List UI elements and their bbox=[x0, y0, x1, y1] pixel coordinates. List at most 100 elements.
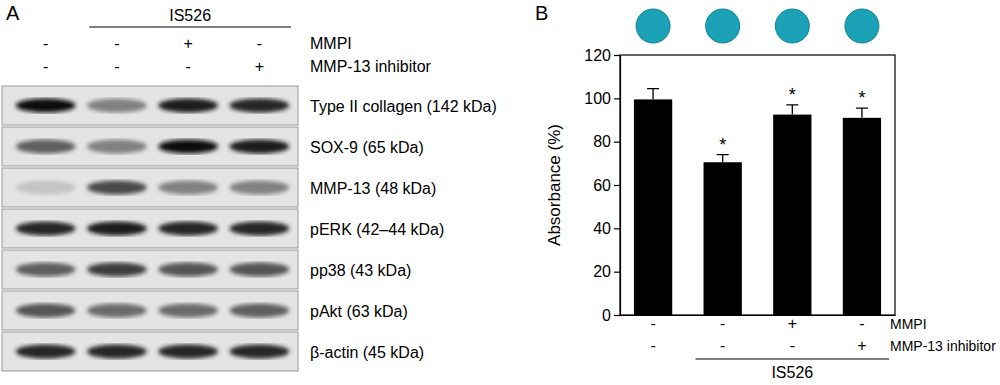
y-axis: 0 20 40 60 80 100 120 bbox=[584, 47, 620, 324]
condition-sign: - bbox=[114, 35, 119, 52]
dish bbox=[706, 9, 740, 43]
panel-label: B bbox=[535, 2, 548, 24]
y-tick-mark bbox=[614, 228, 620, 229]
significance: * bbox=[858, 88, 865, 108]
blot-strip bbox=[2, 209, 298, 248]
group-label: IS526 bbox=[771, 364, 813, 381]
condition-name: MMP-13 inhibitor bbox=[890, 338, 996, 354]
blot-band bbox=[229, 222, 289, 236]
blot-band bbox=[87, 304, 147, 318]
y-tick-mark bbox=[614, 272, 620, 273]
y-tick-label: 100 bbox=[584, 90, 611, 107]
plot-frame bbox=[620, 55, 895, 315]
panel-label: A bbox=[6, 2, 20, 24]
blot-band bbox=[229, 263, 289, 277]
condition-sign: - bbox=[185, 58, 190, 75]
y-axis-line bbox=[620, 56, 621, 316]
condition-sign: - bbox=[43, 58, 48, 75]
condition-sign: - bbox=[114, 58, 119, 75]
row-label: MMP-13 (48 kDa) bbox=[310, 180, 436, 197]
blot-band bbox=[158, 140, 218, 154]
y-tick: 120 bbox=[584, 47, 620, 64]
y-tick-mark bbox=[614, 55, 620, 56]
condition-sign: - bbox=[650, 337, 655, 354]
blot-band bbox=[158, 263, 218, 277]
group-line bbox=[89, 26, 291, 27]
blot-band bbox=[229, 181, 289, 195]
y-tick-label: 20 bbox=[593, 263, 611, 280]
blot-band bbox=[87, 181, 147, 195]
blot-band bbox=[87, 222, 147, 236]
blot-band bbox=[16, 345, 76, 359]
y-tick-mark bbox=[614, 315, 620, 316]
blot-band bbox=[158, 345, 218, 359]
blot-band bbox=[87, 99, 147, 113]
row-label: pp38 (43 kDa) bbox=[310, 262, 411, 279]
y-tick-mark bbox=[614, 185, 620, 186]
group-label: IS526 bbox=[169, 7, 211, 24]
y-tick-label: 40 bbox=[593, 220, 611, 237]
figure: A IS526 - - + - MMPI - - - + MMP-13 inhibitor Type I… bbox=[0, 0, 1000, 385]
bar bbox=[634, 99, 672, 315]
y-axis-title: Absorbance (%) bbox=[545, 124, 564, 246]
blot-band bbox=[229, 99, 289, 113]
blot bbox=[2, 86, 298, 371]
y-tick: 40 bbox=[593, 220, 620, 237]
marks bbox=[634, 89, 881, 315]
significance: * bbox=[789, 85, 796, 105]
row-label: β-actin (45 kDa) bbox=[310, 344, 424, 361]
y-tick-label: 120 bbox=[584, 47, 611, 64]
y-tick-label: 0 bbox=[602, 307, 611, 324]
blot-band bbox=[16, 99, 76, 113]
blot-strip bbox=[2, 168, 298, 207]
condition-name: MMPI bbox=[890, 316, 927, 332]
condition-sign: + bbox=[788, 315, 797, 332]
blot-band bbox=[158, 99, 218, 113]
condition-sign: - bbox=[257, 35, 262, 52]
blot-band bbox=[87, 345, 147, 359]
blot-strip bbox=[2, 250, 298, 289]
condition-sign: - bbox=[720, 315, 725, 332]
dish bbox=[775, 9, 809, 43]
y-tick: 20 bbox=[593, 263, 620, 280]
condition-sign: + bbox=[183, 35, 192, 52]
blot-band bbox=[158, 181, 218, 195]
y-tick: 0 bbox=[602, 307, 620, 324]
bar bbox=[704, 162, 742, 315]
error-bar bbox=[856, 108, 868, 118]
dish bbox=[845, 9, 879, 43]
error-bar bbox=[647, 89, 659, 100]
row-label: SOX-9 (65 kDa) bbox=[310, 139, 424, 156]
y-tick-mark bbox=[614, 98, 620, 99]
error-bar bbox=[786, 105, 798, 115]
blot-band bbox=[16, 304, 76, 318]
row-label: pERK (42–44 kDa) bbox=[310, 221, 444, 238]
condition-sign: - bbox=[859, 315, 864, 332]
condition-sign: - bbox=[43, 35, 48, 52]
y-tick: 100 bbox=[584, 90, 620, 107]
group-line bbox=[696, 358, 890, 359]
blot-band bbox=[229, 345, 289, 359]
blot-band bbox=[16, 222, 76, 236]
blot-band bbox=[16, 181, 76, 195]
condition-name: MMPI bbox=[310, 35, 352, 52]
condition-sign: - bbox=[650, 315, 655, 332]
condition-sign: + bbox=[857, 337, 866, 354]
error-bar bbox=[717, 155, 729, 163]
y-tick-label: 80 bbox=[593, 133, 611, 150]
blot-band bbox=[229, 304, 289, 318]
blot-band bbox=[229, 140, 289, 154]
row-label: Type II collagen (142 kDa) bbox=[310, 98, 497, 115]
significance: * bbox=[719, 135, 726, 155]
y-tick: 60 bbox=[593, 177, 620, 194]
x-axis-line bbox=[621, 315, 896, 316]
y-tick: 80 bbox=[593, 133, 620, 150]
y-tick-mark bbox=[614, 142, 620, 143]
condition-sign: + bbox=[255, 58, 264, 75]
blot-strip bbox=[2, 127, 298, 166]
blot-band bbox=[158, 304, 218, 318]
condition-sign: - bbox=[790, 337, 795, 354]
y-tick-label: 60 bbox=[593, 177, 611, 194]
x-axis bbox=[621, 315, 896, 317]
blot-band bbox=[87, 263, 147, 277]
